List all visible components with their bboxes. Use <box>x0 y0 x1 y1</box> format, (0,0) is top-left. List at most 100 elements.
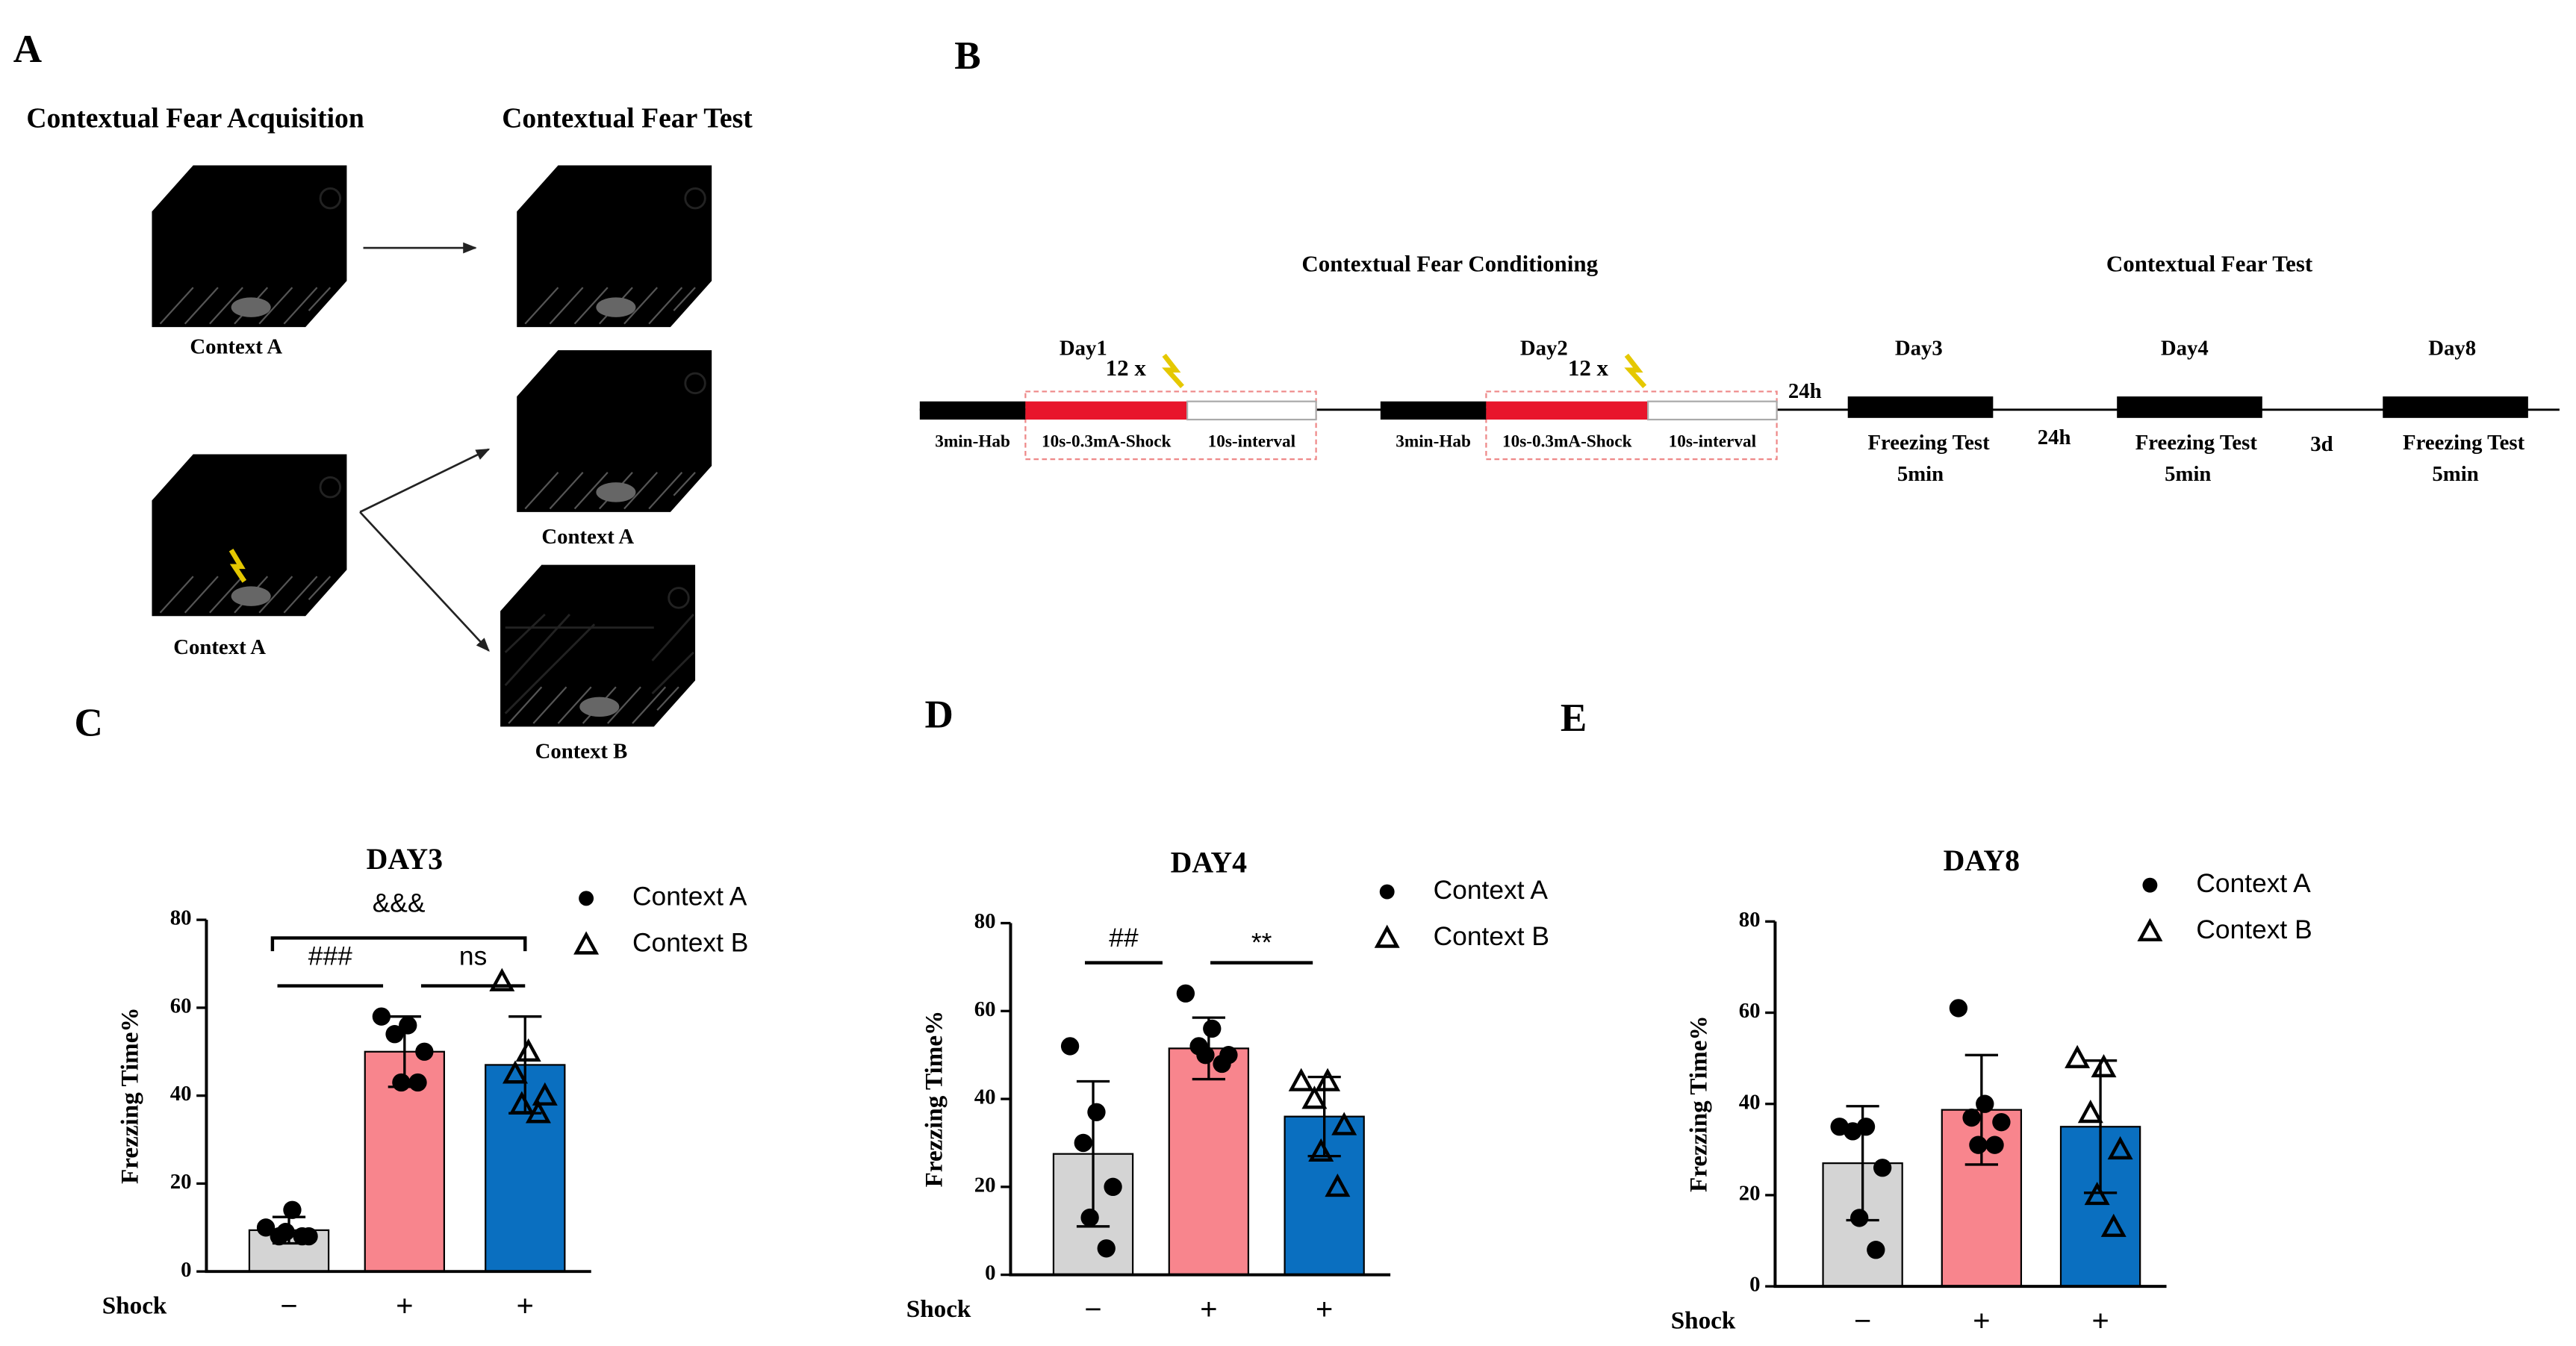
y-axis-label: Frezzing Time% <box>921 1011 948 1188</box>
legend-label: Context A <box>2196 869 2311 898</box>
segment-label: 10s-0.3mA-Shock <box>1042 431 1172 451</box>
panel-label: A <box>13 28 42 71</box>
data-point <box>1196 1046 1215 1065</box>
data-point <box>1867 1241 1885 1259</box>
data-point <box>1074 1133 1092 1153</box>
panel-label: E <box>1561 697 1587 740</box>
data-point <box>1949 999 1968 1018</box>
data-point <box>293 1227 311 1246</box>
axis <box>205 920 591 1274</box>
y-tick-label: 60 <box>1739 999 1761 1023</box>
y-tick-label: 20 <box>1739 1181 1761 1205</box>
data-point <box>415 1042 434 1061</box>
bolt <box>228 549 247 583</box>
data-point <box>408 1073 427 1092</box>
duration-label: 5min <box>1897 462 1944 486</box>
data-point <box>1976 1094 1994 1113</box>
axis <box>1009 923 1391 1277</box>
legend-label: Context A <box>1434 876 1549 905</box>
legend-label: Context B <box>632 929 748 958</box>
y-tick-label: 20 <box>974 1173 996 1197</box>
data-point <box>1203 1019 1222 1038</box>
data-point <box>1873 1159 1892 1177</box>
duration-label: 5min <box>2165 462 2211 486</box>
data-point <box>2091 1053 2117 1078</box>
arrow <box>359 448 491 514</box>
y-tick-label: 40 <box>1739 1090 1761 1114</box>
panel-label: C <box>75 702 103 745</box>
context-label: Context A <box>190 335 282 359</box>
data-point <box>1060 1037 1080 1056</box>
data-point <box>283 1200 302 1219</box>
duration-label: 5min <box>2432 462 2478 486</box>
x-tick-label: + <box>1316 1293 1333 1326</box>
data-point <box>2084 1182 2110 1206</box>
x-tick-label: + <box>2091 1304 2109 1337</box>
y-tick-label: 40 <box>170 1082 192 1106</box>
day-label: Day4 <box>2161 337 2209 361</box>
panel-title: Contextual Fear Acquisition <box>26 103 364 134</box>
gap-label: 24h <box>2038 426 2071 449</box>
chart-title: DAY4 <box>1171 846 1248 879</box>
y-axis-label: Frezzing Time% <box>1684 1015 1712 1192</box>
data-point <box>1992 1112 2011 1132</box>
data-point <box>1176 984 1195 1003</box>
gap-label: 3d <box>2310 432 2333 456</box>
y-tick-label: 80 <box>170 906 192 930</box>
context-label: Context A <box>173 635 266 659</box>
data-point <box>372 1007 391 1026</box>
test-label: Freezing Test <box>1867 431 1990 455</box>
y-tick-label: 20 <box>170 1170 192 1194</box>
data-point <box>489 968 515 991</box>
data-point <box>385 1025 404 1044</box>
x-tick-label: − <box>1854 1304 1871 1337</box>
data-point <box>525 1100 551 1124</box>
data-point <box>2077 1100 2103 1124</box>
x-tick-label: + <box>1200 1293 1217 1326</box>
bar <box>1168 1047 1250 1276</box>
context-label: Context B <box>535 739 628 763</box>
legend-marker <box>579 891 594 906</box>
y-tick-label: 0 <box>985 1261 995 1285</box>
significance-label: &&& <box>373 889 426 918</box>
test-label: Freezing Test <box>2135 431 2258 455</box>
panel-title: Contextual Fear Test <box>502 103 753 134</box>
day-label: Day3 <box>1895 337 1943 361</box>
legend-marker <box>2137 917 2163 941</box>
segment-label: 10s-interval <box>1208 431 1296 451</box>
data-point <box>392 1073 411 1092</box>
segment-label: 10s-interval <box>1669 431 1757 451</box>
gap-label: 24h <box>1788 379 1822 403</box>
shock-label: 0.8mA <box>208 520 264 543</box>
legend-marker <box>573 931 600 955</box>
axis <box>1773 921 2167 1289</box>
chart-title: DAY8 <box>1944 844 2020 877</box>
data-point <box>1315 1068 1341 1091</box>
x-tick-label: − <box>280 1289 297 1322</box>
data-point <box>1288 1068 1314 1091</box>
significance-label: ## <box>1109 923 1139 953</box>
day-label: Day8 <box>2428 337 2476 361</box>
day-label: Day2 <box>1520 337 1568 361</box>
y-tick-label: 80 <box>974 909 996 933</box>
cage <box>151 164 713 728</box>
y-axis-label: Frezzing Time% <box>116 1007 144 1184</box>
data-point <box>1844 1122 1862 1141</box>
legend-label: Context B <box>1434 922 1549 951</box>
test-label: Freezing Test <box>2403 431 2525 455</box>
data-point <box>2065 1044 2091 1068</box>
repeat-label: 12 x <box>1568 355 1609 381</box>
session-bars <box>919 353 2528 461</box>
data-point <box>1104 1177 1122 1197</box>
y-tick-label: 0 <box>181 1258 191 1282</box>
data-point <box>256 1218 276 1237</box>
segment-label: 3min-Hab <box>1396 431 1471 451</box>
legend-marker <box>1379 884 1395 900</box>
phase-label: Contextual Fear Test <box>2106 250 2313 276</box>
data-point <box>1087 1103 1106 1121</box>
legend-label: Context B <box>2196 915 2312 944</box>
x-axis-label: Shock <box>906 1295 971 1323</box>
data-point <box>1080 1208 1099 1227</box>
data-point <box>1962 1108 1981 1127</box>
